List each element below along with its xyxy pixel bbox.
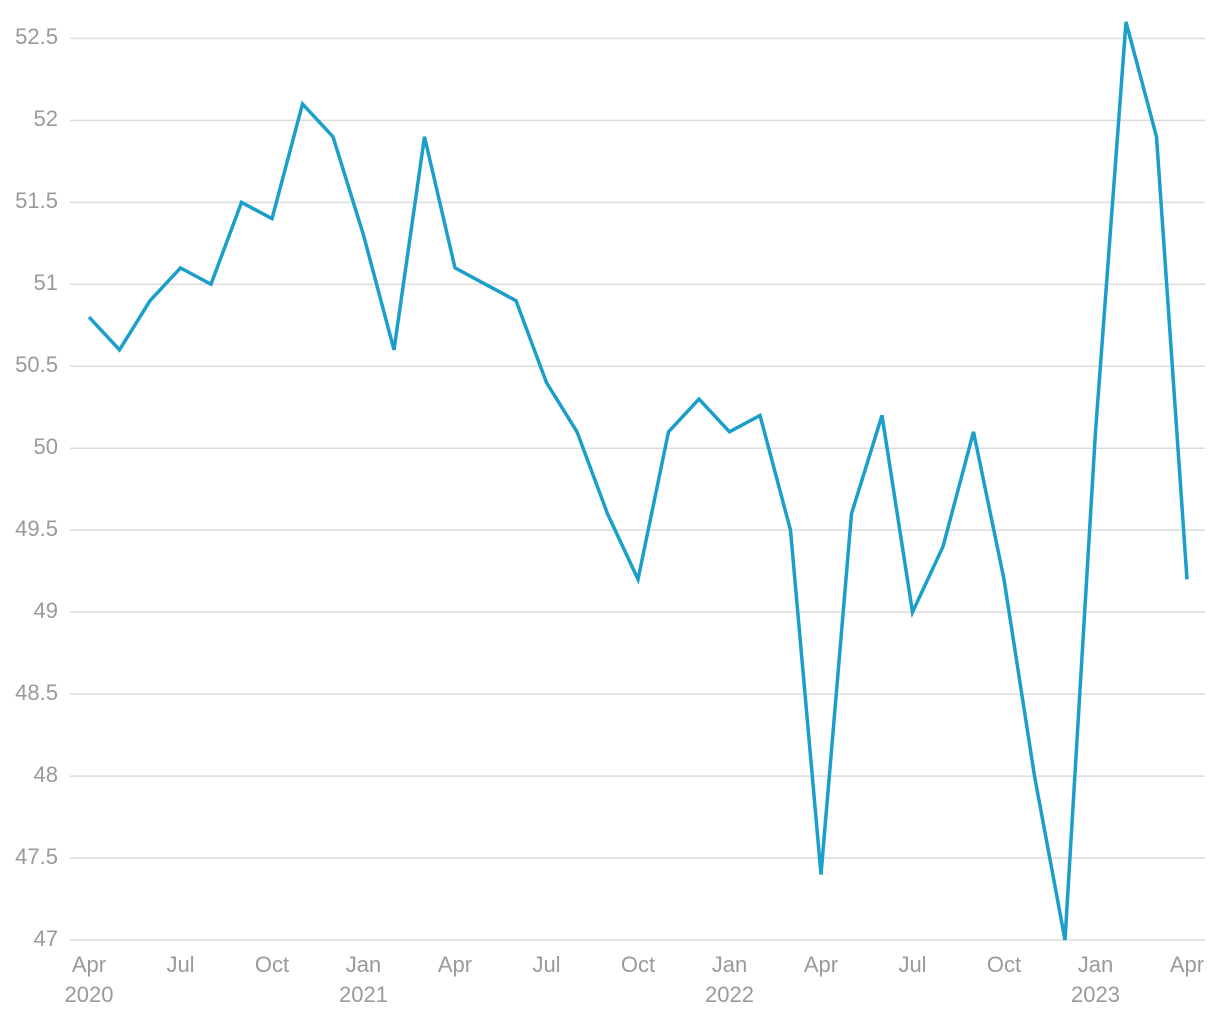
y-tick-label: 47 xyxy=(34,926,58,951)
x-tick-year-label: 2023 xyxy=(1071,982,1120,1007)
y-tick-label: 47.5 xyxy=(15,844,58,869)
y-tick-label: 50.5 xyxy=(15,352,58,377)
y-tick-label: 48 xyxy=(34,762,58,787)
x-tick-label: Jul xyxy=(532,952,560,977)
x-tick-label: Oct xyxy=(621,952,655,977)
x-tick-label: Jul xyxy=(898,952,926,977)
data-line xyxy=(87,21,1189,941)
x-tick-label: Apr xyxy=(804,952,838,977)
x-tick-label: Apr xyxy=(1170,952,1204,977)
y-tick-label: 50 xyxy=(34,434,58,459)
x-tick-label: Oct xyxy=(255,952,289,977)
x-tick-year-label: 2022 xyxy=(705,982,754,1007)
x-tick-label: Jan xyxy=(1078,952,1113,977)
y-tick-label: 52 xyxy=(34,106,58,131)
y-tick-label: 48.5 xyxy=(15,680,58,705)
y-tick-label: 49.5 xyxy=(15,516,58,541)
y-tick-label: 49 xyxy=(34,598,58,623)
x-tick-label: Oct xyxy=(987,952,1021,977)
x-tick-label: Apr xyxy=(438,952,472,977)
x-tick-label: Apr xyxy=(72,952,106,977)
x-tick-label: Jan xyxy=(346,952,381,977)
x-tick-label: Jan xyxy=(712,952,747,977)
x-tick-year-label: 2020 xyxy=(65,982,114,1007)
x-tick-label: Jul xyxy=(166,952,194,977)
y-tick-label: 51 xyxy=(34,270,58,295)
x-tick-year-label: 2021 xyxy=(339,982,388,1007)
y-tick-label: 52.5 xyxy=(15,24,58,49)
y-tick-label: 51.5 xyxy=(15,188,58,213)
